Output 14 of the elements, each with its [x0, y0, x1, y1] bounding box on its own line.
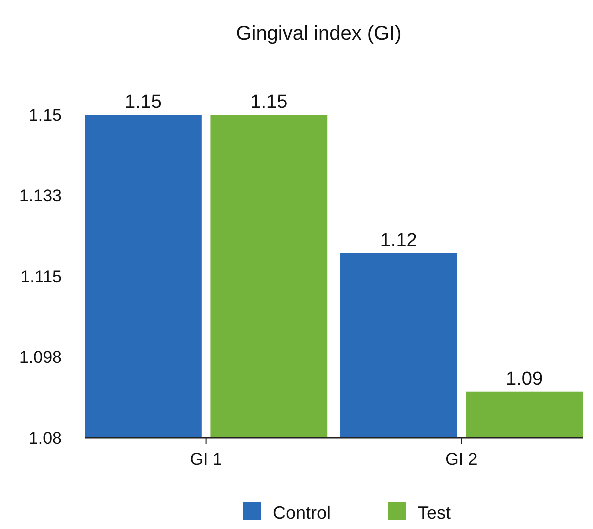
chart-title: Gingival index (GI) [236, 23, 402, 45]
legend-label: Control [273, 503, 332, 523]
y-tick-label: 1.08 [28, 428, 62, 448]
y-tick-label: 1.098 [19, 348, 62, 368]
data-label: 1.15 [124, 92, 162, 113]
data-label: 1.15 [250, 92, 288, 113]
data-label: 1.09 [506, 368, 544, 390]
x-tick-label: GI 2 [446, 450, 478, 469]
x-tick-label: GI 1 [190, 450, 222, 469]
data-label: 1.12 [380, 230, 418, 252]
y-tick-label: 1.115 [20, 267, 62, 286]
legend-label: Test [418, 503, 452, 523]
y-tick-label: 1.15 [28, 106, 62, 125]
y-tick-label: 1.133 [19, 186, 62, 206]
